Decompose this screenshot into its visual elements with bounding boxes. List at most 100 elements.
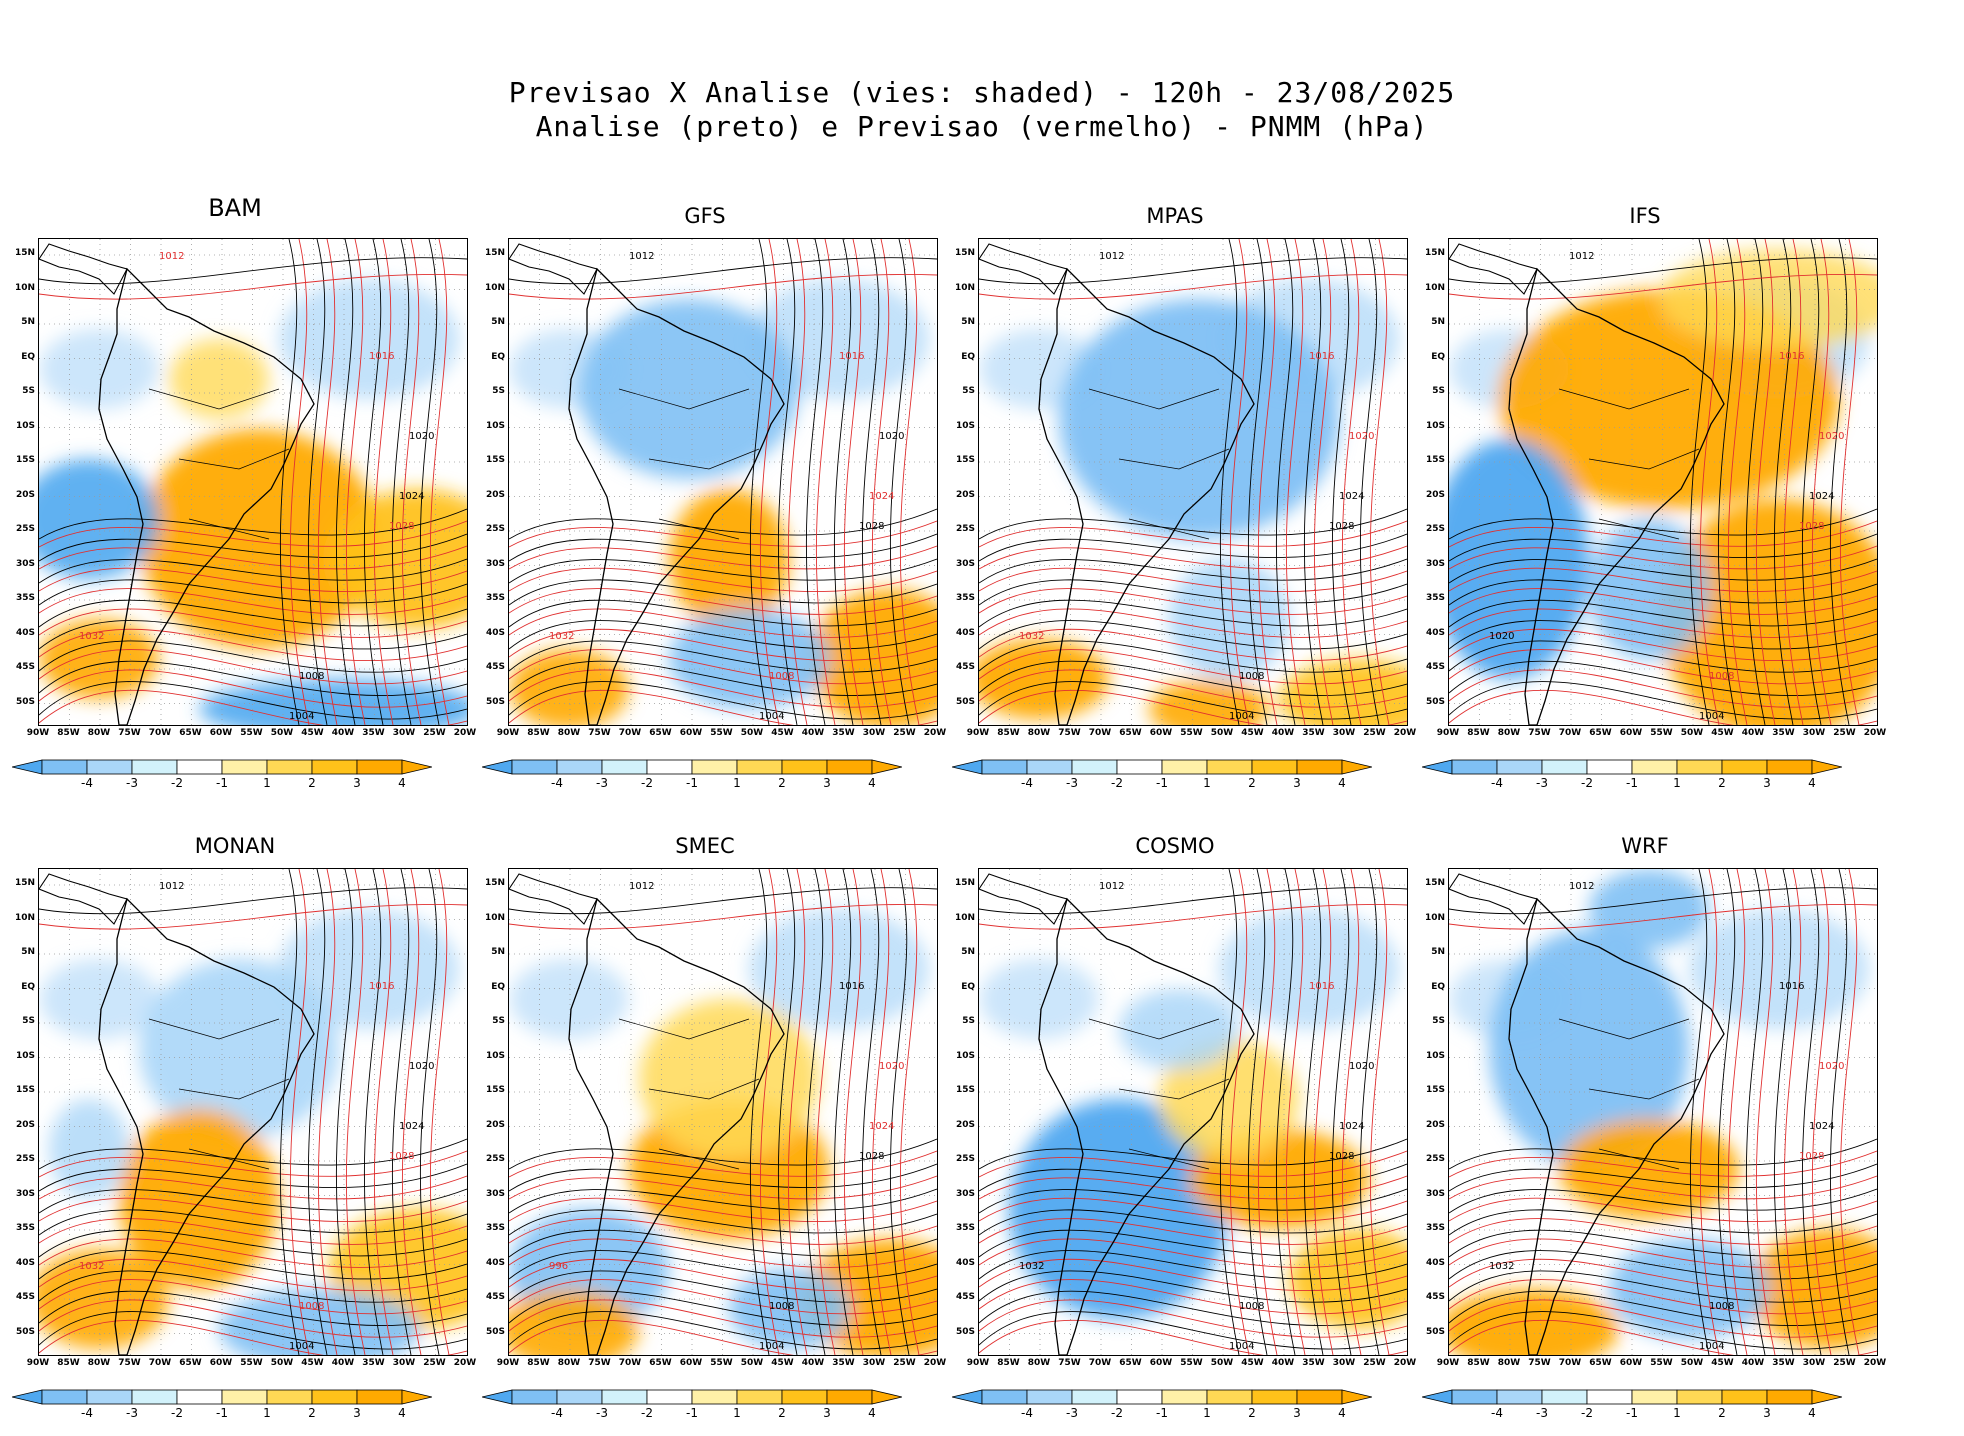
lat-label: 15N [1424, 248, 1445, 258]
lat-label: 10N [484, 282, 505, 293]
lat-label: 30S [15, 558, 35, 569]
lat-label: 40S [485, 1257, 505, 1268]
lat-label: 25S [1425, 524, 1445, 534]
panel-cosmo: COSMO 15N 10N 5N EQ 5S 10S 15S 20S 25S 30S 35S 40S 45… [940, 820, 1416, 1420]
lat-label: 10S [15, 1050, 35, 1061]
colorbar-label: 4 [1808, 776, 1816, 790]
colorbar-segment [556, 1389, 603, 1405]
lon-label: 40W [1741, 1358, 1765, 1368]
lon-label: 75W [1528, 1358, 1551, 1368]
colorbar-segment [981, 759, 1028, 775]
panel-title: BAM [208, 194, 262, 222]
bias-shading [1449, 1289, 1619, 1355]
lat-label: 20S [15, 1119, 35, 1130]
isobars [39, 239, 467, 725]
colorbar: -4 -3 -2 -1 1 2 3 4 [11, 1388, 433, 1422]
lat-label: 10N [14, 282, 35, 293]
panel-monan: MONAN 15N 10N 5N EQ 5S 10S 15S 20S 25S 30S 35S 40S 45… [0, 820, 476, 1422]
panel-title: COSMO [1135, 834, 1215, 858]
lat-label: 15N [954, 248, 975, 258]
colorbar-label: -1 [216, 1406, 228, 1420]
lon-label: 35W [832, 1358, 855, 1368]
lon-label: 75W [588, 728, 611, 738]
lat-label: 5N [961, 317, 975, 327]
lon-label: 20W [453, 1358, 477, 1368]
colorbar-label: 3 [1763, 776, 1771, 790]
colorbar-segment [1251, 1389, 1298, 1405]
isobar-label: 1004 [289, 711, 314, 722]
lat-label: 15S [1425, 1085, 1445, 1095]
colorbar-segment [41, 1389, 88, 1405]
colorbar-label: -4 [81, 1406, 93, 1420]
isobar-label: 1008 [1709, 671, 1734, 682]
lon-label: 90W [26, 1358, 50, 1368]
colorbar-segment [1541, 759, 1588, 775]
colorbar-segment [41, 759, 88, 775]
lon-label: 35W [1772, 1358, 1795, 1368]
lat-label: 5N [491, 947, 505, 957]
isobar-label: 1020 [409, 431, 434, 442]
isobar-label: 1016 [1309, 981, 1334, 992]
isobar-label: 1024 [399, 491, 424, 502]
lat-label: 45S [485, 662, 505, 672]
lon-label: 85W [57, 1358, 80, 1368]
lat-label: 35S [1425, 1223, 1445, 1233]
lat-axis: 15N 10N 5N EQ 5S 10S 15S 20S 25S 30S 35S 40S 45S 50S [0, 868, 38, 1354]
isobar-label: 1004 [1229, 711, 1254, 722]
lat-label: 45S [1425, 662, 1445, 672]
colorbar-label: -4 [1021, 776, 1033, 790]
lon-label: 70W [1558, 1358, 1582, 1368]
lat-label: 40S [955, 627, 975, 638]
lat-label: 35S [955, 1223, 975, 1233]
colorbar-label: 2 [1718, 776, 1726, 790]
lat-axis: 15N 10N 5N EQ 5S 10S 15S 20S 25S 30S 35S 40S 45S 50S [1410, 238, 1448, 724]
lat-label: 50S [485, 696, 505, 707]
lon-label: 80W [1497, 728, 1521, 738]
colorbar-label: -1 [1156, 776, 1168, 790]
lon-label: 65W [1119, 1358, 1142, 1368]
lon-label: 50W [1680, 728, 1704, 738]
lat-label: 35S [1425, 593, 1445, 603]
lat-label: 35S [15, 1223, 35, 1233]
lon-label: 75W [588, 1358, 611, 1368]
isobar-label: 1008 [299, 671, 324, 682]
lon-label: 90W [496, 728, 520, 738]
lat-label: 5S [492, 1016, 505, 1026]
lat-label: 45S [15, 662, 35, 672]
bias-shading [509, 649, 629, 725]
colorbar-segment [601, 1389, 648, 1405]
lon-label: 70W [1088, 1358, 1112, 1368]
lon-label: 70W [148, 1358, 172, 1368]
lat-label: EQ [21, 981, 35, 992]
bias-shading [509, 959, 629, 1039]
colorbar-segment [1766, 1389, 1813, 1405]
colorbar-segment [1026, 759, 1073, 775]
bias-shading [1149, 679, 1269, 725]
colorbar-segment [1161, 759, 1208, 775]
lat-label: 5N [1431, 947, 1445, 957]
lat-label: 10S [15, 420, 35, 431]
colorbar-label: -3 [1536, 1406, 1548, 1420]
colorbar-label: 2 [308, 776, 316, 790]
isobar-label: 1032 [549, 631, 574, 642]
lat-label: 15N [14, 248, 35, 258]
colorbar: -4 -3 -2 -1 1 2 3 4 [481, 758, 903, 792]
isobars [1449, 869, 1877, 1355]
bias-shading [199, 679, 467, 725]
colorbar-segment [1251, 759, 1298, 775]
lon-label: 45W [1241, 728, 1264, 738]
lon-label: 85W [997, 728, 1020, 738]
lon-label: 45W [301, 1358, 324, 1368]
lat-label: EQ [491, 981, 505, 992]
continent-outline [1508, 267, 1725, 725]
lat-label: 5N [21, 317, 35, 327]
bias-shading [579, 299, 799, 479]
colorbar-segment [736, 1389, 783, 1405]
colorbar-segment [1116, 759, 1163, 775]
lon-label: 40W [1741, 728, 1765, 738]
continent-outline [568, 267, 785, 725]
lon-label: 25W [1833, 728, 1856, 738]
colorbar-segment [356, 759, 403, 775]
colorbar-segment [1721, 759, 1768, 775]
isobar-label: 1032 [1019, 631, 1044, 642]
